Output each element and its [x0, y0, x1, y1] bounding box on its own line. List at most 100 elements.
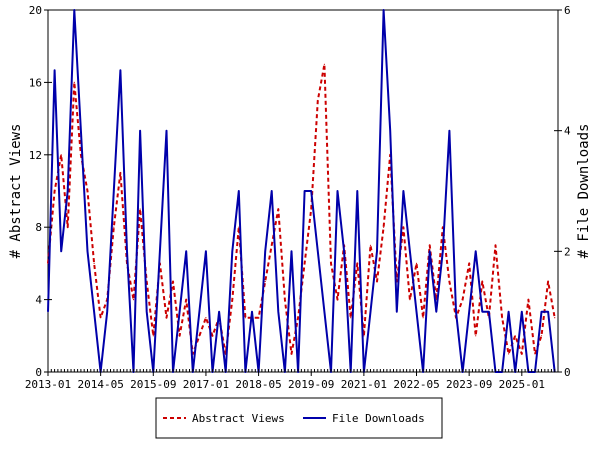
- data-point-file-downloads: [238, 190, 240, 192]
- data-point-file-downloads: [402, 190, 404, 192]
- data-point-file-downloads: [126, 250, 128, 252]
- legend: Abstract Views File Downloads: [155, 397, 443, 439]
- data-point-abstract-views: [310, 208, 312, 210]
- data-point-abstract-views: [475, 335, 477, 337]
- data-point-file-downloads: [185, 250, 187, 252]
- x-tick-label: 2022-05: [393, 378, 439, 391]
- data-point-file-downloads: [540, 311, 543, 313]
- data-point-abstract-views: [172, 280, 174, 283]
- data-point-abstract-views: [258, 317, 260, 319]
- y-tick-label: 16: [29, 76, 42, 89]
- y2-tick-label: 0: [564, 366, 571, 379]
- data-point-abstract-views: [402, 226, 404, 228]
- data-point-file-downloads: [442, 250, 444, 252]
- y2-axis-title: # File Downloads: [576, 124, 592, 259]
- data-point-abstract-views: [231, 299, 233, 301]
- y-tick-label: 8: [35, 221, 42, 234]
- data-point-file-downloads: [93, 311, 95, 313]
- y2-tick-label: 4: [564, 125, 571, 138]
- data-point-abstract-views: [277, 208, 279, 210]
- data-point-abstract-views: [494, 244, 497, 246]
- data-point-file-downloads: [304, 190, 306, 192]
- data-point-abstract-views: [336, 299, 339, 301]
- data-point-file-downloads: [343, 250, 345, 252]
- data-point-abstract-views: [80, 154, 82, 156]
- data-point-abstract-views: [264, 280, 266, 283]
- data-point-file-downloads: [106, 311, 108, 313]
- x-tick-label: 2019-09: [288, 378, 334, 391]
- x-tick-label: 2025-01: [499, 378, 545, 391]
- data-point-abstract-views: [113, 226, 115, 228]
- data-point-abstract-views: [132, 299, 135, 301]
- data-point-abstract-views: [119, 172, 121, 174]
- data-point-abstract-views: [304, 262, 306, 264]
- data-point-file-downloads: [179, 311, 181, 313]
- data-point-abstract-views: [415, 262, 418, 264]
- data-point-abstract-views: [383, 226, 385, 228]
- data-point-abstract-views: [211, 335, 214, 337]
- data-point-file-downloads: [468, 311, 470, 313]
- data-point-abstract-views: [323, 63, 325, 65]
- data-point-abstract-views: [244, 317, 246, 319]
- data-point-file-downloads: [277, 311, 279, 313]
- data-point-file-downloads: [409, 250, 411, 252]
- data-point-file-downloads: [455, 311, 457, 313]
- data-point-file-downloads: [323, 311, 325, 313]
- data-point-file-downloads: [317, 250, 319, 252]
- data-point-abstract-views: [501, 317, 503, 319]
- data-point-abstract-views: [429, 244, 431, 246]
- data-point-file-downloads: [73, 9, 75, 11]
- data-point-abstract-views: [179, 335, 181, 337]
- data-point-abstract-views: [93, 262, 95, 264]
- data-point-abstract-views: [409, 299, 411, 301]
- data-point-file-downloads: [231, 250, 233, 252]
- data-point-file-downloads: [119, 69, 121, 71]
- data-point-abstract-views: [60, 154, 62, 156]
- data-point-abstract-views: [481, 280, 483, 283]
- data-point-abstract-views: [448, 280, 450, 283]
- data-point-abstract-views: [317, 99, 319, 102]
- y-axis-title: # Abstract Views: [8, 124, 24, 259]
- data-point-file-downloads: [60, 250, 62, 252]
- data-point-file-downloads: [198, 311, 200, 313]
- data-point-abstract-views: [152, 335, 154, 337]
- data-point-file-downloads: [356, 190, 358, 192]
- x-tick-label: 2015-09: [130, 378, 176, 391]
- data-point-file-downloads: [389, 130, 391, 132]
- data-point-file-downloads: [415, 311, 418, 313]
- data-point-abstract-views: [554, 317, 556, 319]
- data-point-abstract-views: [376, 280, 378, 283]
- data-point-abstract-views: [139, 208, 141, 210]
- data-point-abstract-views: [67, 226, 69, 228]
- legend-label-file-downloads: File Downloads: [332, 412, 425, 425]
- data-point-file-downloads: [251, 311, 253, 313]
- data-point-file-downloads: [159, 250, 161, 252]
- data-point-abstract-views: [547, 280, 549, 283]
- data-point-file-downloads: [448, 130, 450, 132]
- data-point-abstract-views: [356, 262, 358, 264]
- data-point-abstract-views: [185, 299, 187, 301]
- data-point-file-downloads: [508, 311, 510, 313]
- data-point-abstract-views: [73, 81, 75, 83]
- data-point-abstract-views: [100, 317, 102, 319]
- y-tick-label: 20: [29, 4, 42, 17]
- data-point-file-downloads: [165, 130, 168, 132]
- data-point-abstract-views: [422, 317, 424, 319]
- data-point-abstract-views: [86, 190, 89, 192]
- data-point-file-downloads: [139, 130, 141, 132]
- data-point-abstract-views: [297, 317, 299, 319]
- data-point-file-downloads: [310, 190, 312, 192]
- x-tick-label: 2018-05: [235, 378, 281, 391]
- data-point-file-downloads: [383, 9, 385, 11]
- y-tick-label: 4: [35, 294, 42, 307]
- x-tick-label: 2017-01: [183, 378, 229, 391]
- data-point-file-downloads: [80, 130, 82, 132]
- data-point-abstract-views: [462, 299, 464, 301]
- data-point-abstract-views: [514, 335, 516, 337]
- y2-tick-label: 6: [564, 4, 571, 17]
- data-point-file-downloads: [475, 250, 477, 252]
- data-point-file-downloads: [67, 190, 69, 192]
- data-point-abstract-views: [468, 262, 470, 264]
- data-point-abstract-views: [350, 317, 352, 319]
